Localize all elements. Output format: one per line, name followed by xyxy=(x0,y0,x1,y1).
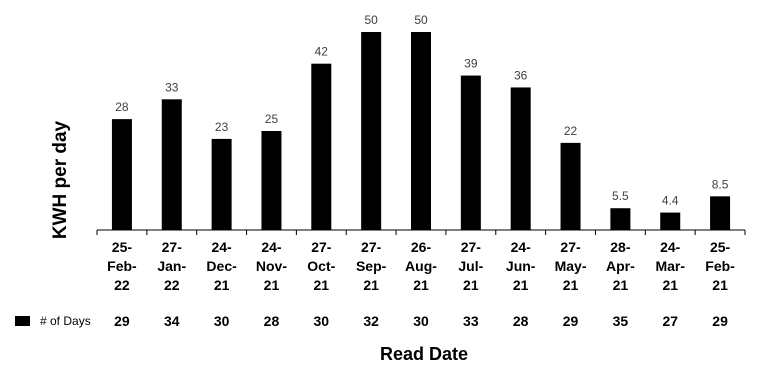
days-value: 30 xyxy=(413,313,429,329)
category-label: 26-Aug-21 xyxy=(405,239,437,293)
value-label: 8.5 xyxy=(712,177,729,191)
bar xyxy=(411,32,431,230)
category-label: 27-May-21 xyxy=(555,239,587,293)
days-value: 30 xyxy=(214,313,230,329)
category-label: 24-Nov-21 xyxy=(256,239,287,293)
x-tick-group xyxy=(96,230,746,235)
days-value: 27 xyxy=(662,313,678,329)
value-label: 50 xyxy=(364,13,378,27)
bar xyxy=(211,138,232,230)
days-value: 30 xyxy=(314,313,330,329)
bar xyxy=(710,196,731,230)
category-label: 27-Jan-22 xyxy=(157,239,186,293)
category-labels-group: 25-Feb-22 27-Jan-22 24-Dec-21 24-Nov-21 27-O… xyxy=(107,239,735,293)
category-label: 25-Feb-22 xyxy=(107,239,137,293)
category-label: 24-Jun-21 xyxy=(506,239,536,293)
category-label: 27-Oct-21 xyxy=(307,239,335,293)
category-label: 24-Dec-21 xyxy=(206,239,237,293)
value-label: 42 xyxy=(315,45,329,59)
value-label: 22 xyxy=(564,124,578,138)
category-label: 24-Mar-21 xyxy=(655,239,685,293)
days-value: 29 xyxy=(114,313,130,329)
value-label: 39 xyxy=(464,57,478,71)
bar xyxy=(560,142,581,230)
y-axis-title: KWH per day xyxy=(50,120,71,239)
value-label: 25 xyxy=(265,112,279,126)
category-label: 27-Jul-21 xyxy=(458,239,483,293)
bar xyxy=(311,63,332,231)
value-label: 28 xyxy=(115,100,129,114)
days-value: 34 xyxy=(164,313,180,329)
bar xyxy=(261,131,282,230)
days-value: 35 xyxy=(613,313,629,329)
bar xyxy=(660,212,681,230)
bars-group xyxy=(111,32,731,231)
bar xyxy=(111,119,132,230)
bar xyxy=(460,75,481,230)
value-label: 50 xyxy=(414,13,428,27)
days-value: 29 xyxy=(712,313,728,329)
days-value: 33 xyxy=(463,313,479,329)
legend-swatch xyxy=(15,316,30,326)
days-row-group: 29 34 30 28 30 32 30 33 28 29 35 27 29 xyxy=(114,313,728,329)
bar xyxy=(161,99,182,230)
legend-label: # of Days xyxy=(40,314,91,328)
value-label: 23 xyxy=(215,120,229,134)
category-label: 27-Sep-21 xyxy=(356,239,387,293)
days-value: 28 xyxy=(264,313,280,329)
x-axis-title: Read Date xyxy=(380,344,468,364)
value-label: 33 xyxy=(165,80,179,94)
value-label: 4.4 xyxy=(662,194,679,208)
bar xyxy=(510,87,531,230)
days-value: 28 xyxy=(513,313,529,329)
category-label: 28-Apr-21 xyxy=(606,239,635,293)
value-label: 36 xyxy=(514,68,528,82)
bar xyxy=(361,32,382,230)
days-value: 32 xyxy=(363,313,379,329)
value-labels-group: 28 33 23 25 42 50 50 39 36 22 5.5 4.4 8.5 xyxy=(115,13,728,208)
category-label: 25-Feb-21 xyxy=(705,239,735,293)
bar xyxy=(610,208,631,230)
value-label: 5.5 xyxy=(612,189,629,203)
days-value: 29 xyxy=(563,313,579,329)
